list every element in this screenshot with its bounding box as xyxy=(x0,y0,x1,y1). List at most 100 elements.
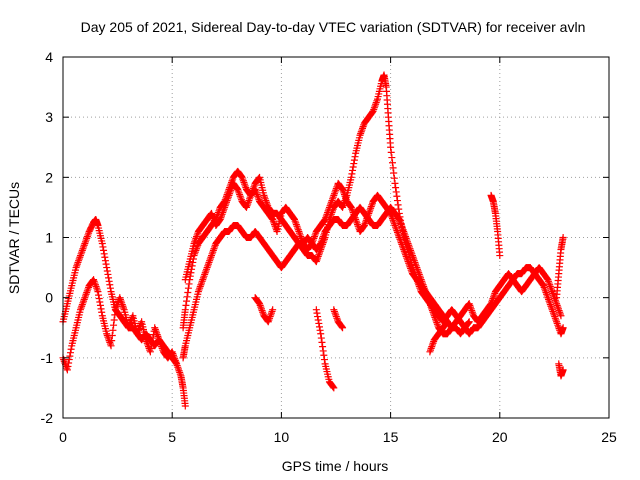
data-point xyxy=(387,143,395,151)
data-point-interp xyxy=(359,124,367,132)
data-point-interp xyxy=(99,243,107,251)
data-point-interp xyxy=(146,346,154,354)
data-point xyxy=(312,306,320,314)
data-point-interp xyxy=(77,304,85,312)
data-point-interp xyxy=(218,210,226,218)
data-point-interp xyxy=(397,221,405,229)
data-point-interp xyxy=(108,331,116,339)
data-point-interp xyxy=(395,205,403,213)
data-point-interp xyxy=(85,229,93,237)
data-point-interp xyxy=(388,154,396,162)
data-point-interp xyxy=(148,338,156,346)
data-point-interp xyxy=(349,207,357,215)
data-point xyxy=(168,348,176,356)
data-point-interp xyxy=(102,260,110,268)
data-point-interp xyxy=(553,319,561,327)
data-point-interp xyxy=(74,258,82,266)
data-point-interp xyxy=(388,213,396,221)
data-point-interp xyxy=(392,223,400,231)
data-point-interp xyxy=(291,217,299,225)
data-point xyxy=(443,318,451,326)
data-point-interp xyxy=(332,311,340,319)
data-point-interp xyxy=(261,193,269,201)
data-point xyxy=(400,246,408,254)
data-point xyxy=(347,203,355,211)
data-point-interp xyxy=(316,326,324,334)
data-point-interp xyxy=(112,304,120,312)
data-point-interp xyxy=(315,319,323,327)
data-point-interp xyxy=(320,231,328,239)
data-point-interp xyxy=(219,209,227,217)
data-point-interp xyxy=(310,233,318,241)
data-point-interp xyxy=(554,303,562,311)
data-point-interp xyxy=(267,309,275,317)
series-track-h xyxy=(330,306,347,332)
data-point-interp xyxy=(552,316,560,324)
data-point-interp xyxy=(255,174,263,182)
data-point-interp xyxy=(183,297,191,305)
data-point-interp xyxy=(196,282,204,290)
data-point-interp xyxy=(364,211,372,219)
data-point-interp xyxy=(354,221,362,229)
data-point xyxy=(238,173,246,181)
data-point-interp xyxy=(320,351,328,359)
data-point xyxy=(356,131,364,139)
data-point-interp xyxy=(244,200,252,208)
data-points xyxy=(59,71,567,410)
data-point-interp xyxy=(156,338,164,346)
data-point-interp xyxy=(402,233,410,241)
data-point-interp xyxy=(187,269,195,277)
data-point-interp xyxy=(546,281,554,289)
data-point-interp xyxy=(174,365,182,373)
data-point-interp xyxy=(91,279,99,287)
data-point-interp xyxy=(442,319,450,327)
series-track-c xyxy=(179,71,567,338)
data-point-interp xyxy=(203,265,211,273)
data-point-interp xyxy=(108,337,116,345)
data-point-interp xyxy=(361,220,369,228)
data-point xyxy=(94,288,102,296)
data-point-interp xyxy=(387,148,395,156)
data-point xyxy=(559,234,567,241)
data-point-interp xyxy=(547,302,555,310)
data-point-interp xyxy=(207,253,215,261)
data-point-interp xyxy=(83,233,91,241)
data-point-interp xyxy=(197,281,205,289)
data-point xyxy=(199,276,207,284)
data-point-interp xyxy=(83,287,91,295)
data-point-interp xyxy=(201,270,209,278)
data-point-interp xyxy=(556,310,564,318)
series-track-d xyxy=(179,203,565,362)
data-point-interp xyxy=(337,322,345,330)
data-point-interp xyxy=(83,234,91,242)
data-point-interp xyxy=(246,195,254,203)
data-point-interp xyxy=(397,237,405,245)
data-point-interp xyxy=(319,343,327,351)
data-point xyxy=(125,324,133,332)
data-point-interp xyxy=(351,214,359,222)
data-point-interp xyxy=(415,270,423,278)
data-point-interp xyxy=(292,221,300,229)
data-point-interp xyxy=(468,308,476,316)
data-point-interp xyxy=(542,289,550,297)
data-point-interp xyxy=(110,321,118,329)
data-point-interp xyxy=(98,308,106,316)
data-point-interp xyxy=(388,215,396,223)
data-point xyxy=(330,306,338,314)
data-point xyxy=(269,306,277,314)
data-point-interp xyxy=(432,317,440,325)
data-point-interp xyxy=(198,279,206,287)
data-point-interp xyxy=(80,243,88,251)
data-point-interp xyxy=(67,345,75,353)
data-point-interp xyxy=(402,252,410,260)
data-point-interp xyxy=(75,255,83,263)
data-point-interp xyxy=(158,344,166,352)
data-point-interp xyxy=(325,205,333,213)
data-point xyxy=(107,342,115,350)
data-point-interp xyxy=(398,222,406,230)
data-point xyxy=(496,252,504,260)
data-point-interp xyxy=(73,262,81,270)
data-point-interp xyxy=(443,319,451,327)
data-point-interp xyxy=(106,340,114,348)
series-track-g xyxy=(312,306,338,392)
